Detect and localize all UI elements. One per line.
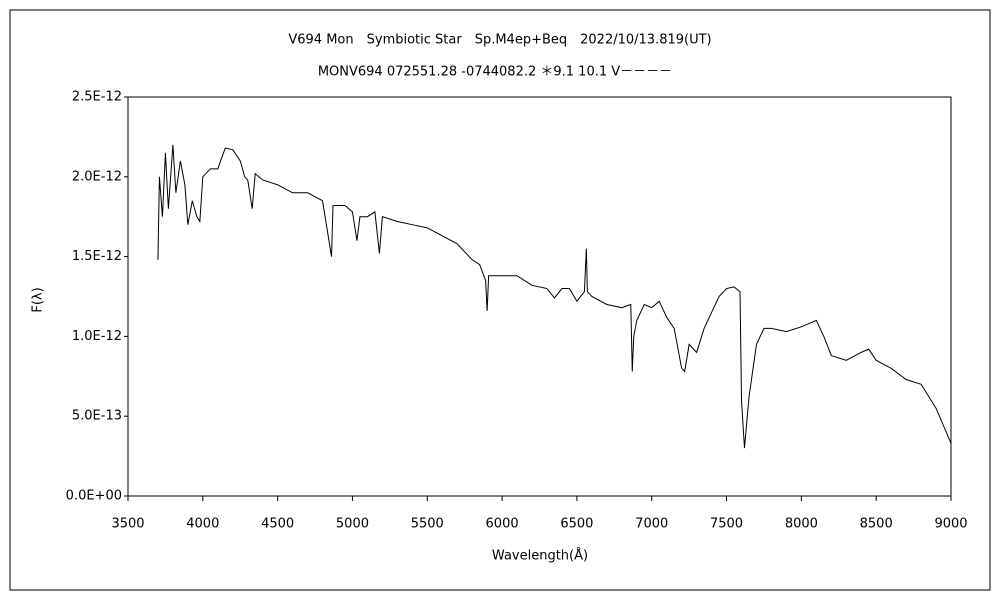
x-tick-label: 4500 xyxy=(261,517,294,532)
y-axis-label: F(λ) xyxy=(31,287,46,312)
chart-title: V694 Mon Symbiotic Star Sp.M4ep+Beq 2022… xyxy=(288,33,711,48)
x-tick-label: 8500 xyxy=(860,517,893,532)
x-tick-label: 4000 xyxy=(186,517,219,532)
y-tick-label: 5.0E-13 xyxy=(72,409,122,424)
x-tick-label: 5000 xyxy=(336,517,369,532)
x-tick-label: 7500 xyxy=(710,517,743,532)
spectrum-line xyxy=(157,144,952,449)
y-tick-label: 2.5E-12 xyxy=(72,90,122,105)
x-tick-label: 7000 xyxy=(635,517,668,532)
y-tick-label: 1.5E-12 xyxy=(72,249,122,264)
x-tick-label: 6500 xyxy=(560,517,593,532)
chart-subtitle: MONV694 072551.28 -0744082.2 ＊9.1 10.1 V… xyxy=(318,65,672,80)
y-tick-label: 1.0E-12 xyxy=(72,329,122,344)
plot-area xyxy=(127,96,952,497)
x-tick-label: 8000 xyxy=(785,517,818,532)
chart-border xyxy=(9,9,991,591)
x-tick-label: 9000 xyxy=(934,517,967,532)
x-tick-label: 6000 xyxy=(486,517,519,532)
x-tick-label: 5500 xyxy=(411,517,444,532)
y-tick-label: 2.0E-12 xyxy=(72,169,122,184)
x-tick-label: 3500 xyxy=(111,517,144,532)
y-tick-label: 0.0E+00 xyxy=(66,489,122,504)
x-axis-label: Wavelength(Å) xyxy=(492,548,588,564)
